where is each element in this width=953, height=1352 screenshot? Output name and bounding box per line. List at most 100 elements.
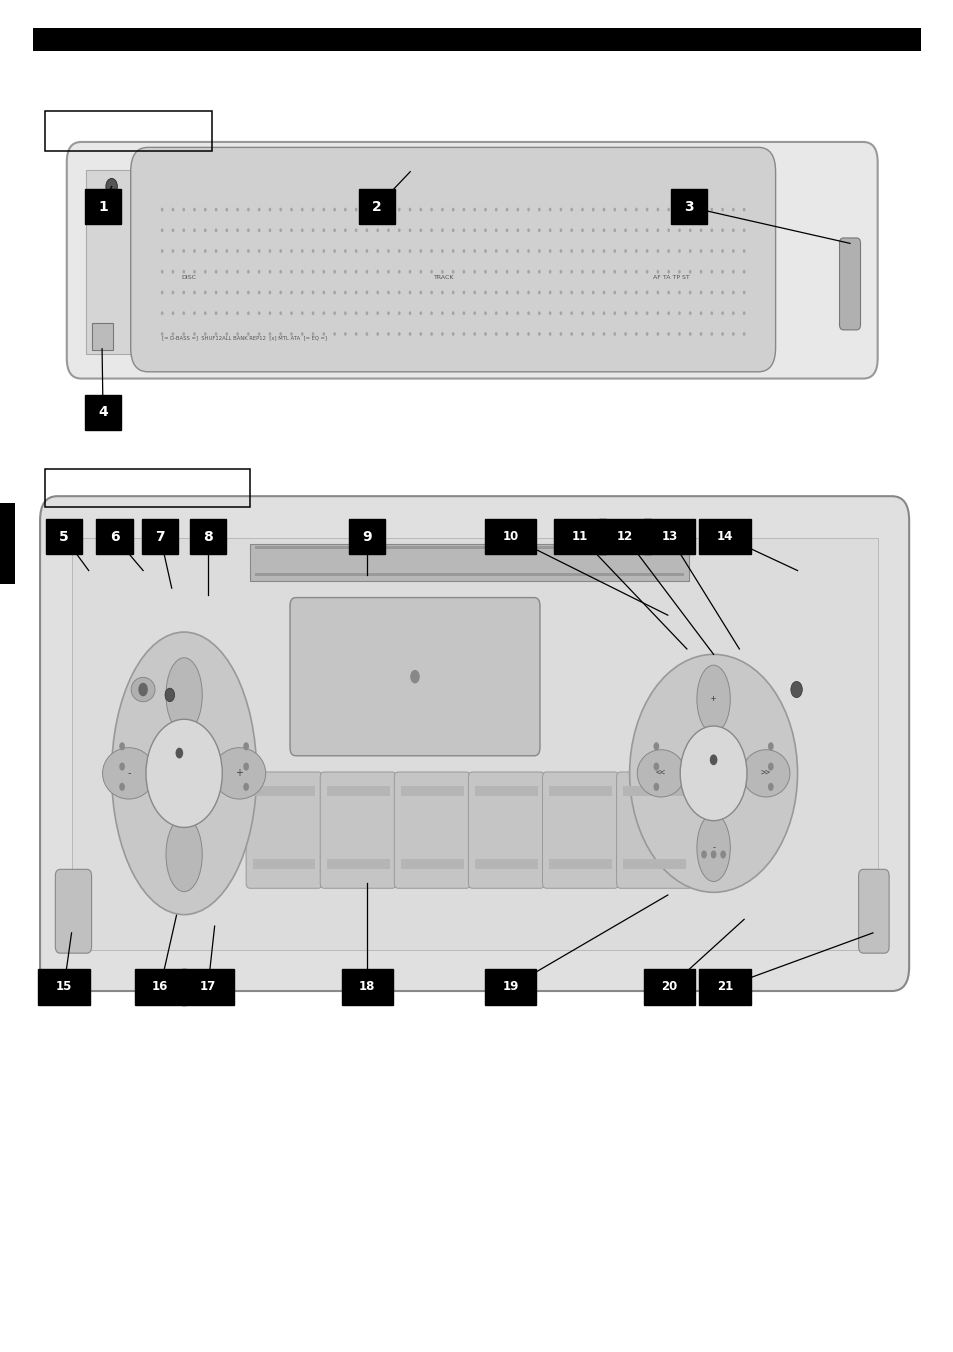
FancyBboxPatch shape — [839, 238, 860, 330]
Circle shape — [667, 208, 669, 211]
Bar — [400, 786, 463, 796]
Circle shape — [161, 291, 163, 295]
Text: 18: 18 — [358, 980, 375, 994]
Circle shape — [688, 311, 691, 315]
Circle shape — [161, 228, 163, 233]
Circle shape — [193, 291, 195, 295]
Text: 10: 10 — [501, 530, 518, 544]
FancyBboxPatch shape — [40, 496, 908, 991]
Ellipse shape — [741, 749, 789, 798]
Circle shape — [516, 228, 518, 233]
Circle shape — [699, 208, 701, 211]
Circle shape — [635, 228, 637, 233]
Circle shape — [570, 333, 573, 335]
Circle shape — [709, 754, 717, 765]
Circle shape — [623, 311, 626, 315]
Circle shape — [602, 291, 605, 295]
Circle shape — [462, 249, 465, 253]
Circle shape — [527, 311, 529, 315]
Circle shape — [678, 228, 680, 233]
Circle shape — [440, 208, 443, 211]
Circle shape — [591, 333, 594, 335]
Circle shape — [742, 270, 744, 273]
Circle shape — [300, 249, 303, 253]
FancyBboxPatch shape — [643, 519, 695, 554]
Circle shape — [720, 850, 725, 859]
Bar — [253, 786, 315, 796]
Circle shape — [204, 249, 207, 253]
Circle shape — [236, 270, 238, 273]
Circle shape — [653, 783, 659, 791]
Circle shape — [279, 311, 282, 315]
Circle shape — [731, 228, 734, 233]
Circle shape — [269, 249, 271, 253]
Circle shape — [613, 333, 616, 335]
Circle shape — [710, 270, 713, 273]
Circle shape — [559, 249, 561, 253]
Circle shape — [172, 311, 174, 315]
Circle shape — [312, 333, 314, 335]
Circle shape — [204, 333, 207, 335]
Circle shape — [430, 208, 433, 211]
Circle shape — [387, 333, 390, 335]
Circle shape — [710, 249, 713, 253]
Circle shape — [548, 208, 551, 211]
Circle shape — [333, 311, 335, 315]
Circle shape — [710, 208, 713, 211]
Circle shape — [333, 228, 335, 233]
Circle shape — [247, 270, 250, 273]
Circle shape — [419, 208, 422, 211]
Circle shape — [483, 333, 486, 335]
Circle shape — [300, 228, 303, 233]
Bar — [475, 786, 537, 796]
Circle shape — [290, 208, 293, 211]
Circle shape — [214, 270, 217, 273]
Circle shape — [505, 333, 508, 335]
Circle shape — [710, 311, 713, 315]
Circle shape — [452, 228, 454, 233]
Circle shape — [688, 291, 691, 295]
Circle shape — [767, 742, 773, 750]
Bar — [250, 544, 688, 581]
Circle shape — [678, 311, 680, 315]
Circle shape — [516, 208, 518, 211]
FancyBboxPatch shape — [38, 969, 90, 1005]
Circle shape — [462, 311, 465, 315]
Circle shape — [495, 270, 497, 273]
Circle shape — [257, 270, 260, 273]
Circle shape — [629, 654, 797, 892]
Circle shape — [516, 333, 518, 335]
Text: 3: 3 — [683, 200, 693, 214]
Circle shape — [537, 291, 540, 295]
Circle shape — [430, 291, 433, 295]
Circle shape — [537, 333, 540, 335]
Circle shape — [473, 208, 476, 211]
Ellipse shape — [166, 658, 202, 733]
Circle shape — [645, 270, 648, 273]
FancyBboxPatch shape — [699, 969, 750, 1005]
Circle shape — [279, 249, 282, 253]
FancyBboxPatch shape — [468, 772, 544, 888]
Circle shape — [376, 333, 378, 335]
Circle shape — [419, 270, 422, 273]
Circle shape — [580, 291, 583, 295]
Circle shape — [527, 270, 529, 273]
Circle shape — [225, 208, 228, 211]
Circle shape — [365, 208, 368, 211]
Circle shape — [182, 249, 185, 253]
Circle shape — [440, 270, 443, 273]
Circle shape — [355, 333, 357, 335]
Circle shape — [678, 249, 680, 253]
Circle shape — [527, 228, 529, 233]
Circle shape — [688, 249, 691, 253]
Circle shape — [548, 311, 551, 315]
Circle shape — [365, 270, 368, 273]
Bar — [254, 546, 683, 549]
Circle shape — [452, 333, 454, 335]
Circle shape — [247, 228, 250, 233]
Circle shape — [344, 270, 346, 273]
Circle shape — [570, 228, 573, 233]
Circle shape — [570, 291, 573, 295]
Circle shape — [182, 291, 185, 295]
Circle shape — [322, 291, 325, 295]
